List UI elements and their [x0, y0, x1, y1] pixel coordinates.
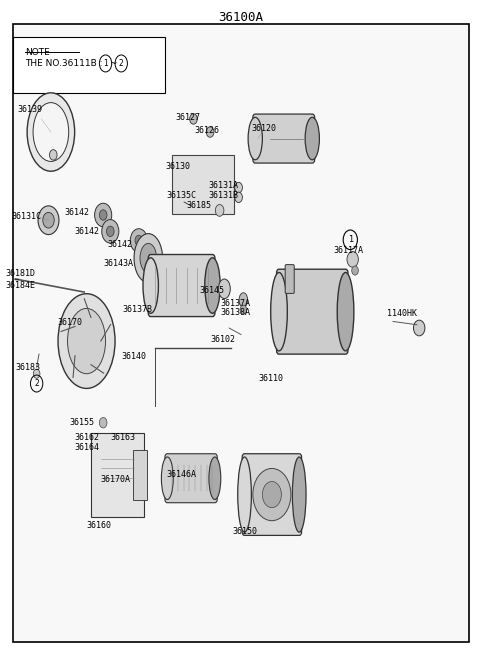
Circle shape	[235, 182, 242, 193]
Text: 36181D: 36181D	[5, 269, 35, 278]
Text: 36170A: 36170A	[100, 475, 130, 484]
Ellipse shape	[33, 102, 69, 161]
Ellipse shape	[58, 294, 115, 388]
Circle shape	[235, 192, 242, 203]
Text: 36163: 36163	[110, 432, 136, 441]
Circle shape	[99, 417, 107, 428]
FancyBboxPatch shape	[165, 454, 217, 502]
Ellipse shape	[337, 272, 354, 351]
Circle shape	[38, 206, 59, 235]
Text: 1: 1	[348, 236, 353, 244]
Text: 36139: 36139	[17, 105, 42, 113]
Ellipse shape	[161, 457, 173, 499]
Text: 36170: 36170	[58, 318, 83, 327]
Circle shape	[102, 220, 119, 243]
Text: 36135C: 36135C	[167, 191, 197, 200]
Text: 36131C: 36131C	[11, 213, 41, 222]
Text: 1: 1	[103, 59, 108, 68]
Circle shape	[240, 305, 247, 314]
Text: 36183: 36183	[15, 363, 41, 372]
Text: 36160: 36160	[86, 521, 111, 530]
Ellipse shape	[218, 279, 230, 298]
Ellipse shape	[140, 243, 156, 273]
FancyBboxPatch shape	[132, 450, 147, 500]
Text: 36127: 36127	[175, 113, 200, 122]
Circle shape	[95, 203, 112, 227]
Text: 36142: 36142	[74, 228, 99, 236]
Text: 36162: 36162	[74, 432, 99, 441]
Text: 36142: 36142	[108, 240, 132, 249]
Ellipse shape	[68, 308, 106, 374]
Text: 2: 2	[34, 379, 39, 388]
Circle shape	[413, 320, 425, 336]
Ellipse shape	[238, 457, 252, 532]
FancyBboxPatch shape	[13, 24, 469, 642]
Circle shape	[33, 369, 40, 379]
Text: NOTE: NOTE	[25, 48, 49, 57]
Text: 36110: 36110	[258, 375, 283, 384]
Circle shape	[190, 113, 197, 124]
Text: 36145: 36145	[199, 285, 224, 295]
Text: 36185: 36185	[187, 201, 212, 210]
Ellipse shape	[292, 457, 306, 532]
FancyBboxPatch shape	[285, 264, 294, 293]
Text: 36137B: 36137B	[122, 305, 152, 314]
Circle shape	[352, 266, 359, 275]
Ellipse shape	[263, 482, 281, 508]
Text: 36126: 36126	[194, 126, 219, 135]
Ellipse shape	[253, 468, 291, 521]
FancyBboxPatch shape	[172, 155, 234, 214]
Text: 36146A: 36146A	[167, 470, 197, 480]
Text: 2: 2	[119, 59, 124, 68]
Text: 36131B: 36131B	[208, 191, 238, 200]
Text: 36140: 36140	[121, 352, 146, 361]
Circle shape	[43, 213, 54, 228]
Circle shape	[216, 205, 224, 216]
FancyBboxPatch shape	[242, 454, 301, 535]
Ellipse shape	[248, 117, 263, 160]
Text: 36155: 36155	[69, 419, 94, 427]
Text: 36138A: 36138A	[220, 308, 250, 318]
Ellipse shape	[205, 258, 220, 314]
Text: 36143A: 36143A	[104, 260, 134, 268]
FancyBboxPatch shape	[148, 255, 215, 317]
FancyBboxPatch shape	[13, 37, 165, 93]
Circle shape	[49, 150, 57, 160]
Ellipse shape	[134, 234, 163, 283]
Ellipse shape	[143, 258, 158, 314]
Text: 36142: 36142	[64, 208, 90, 217]
Text: ~: ~	[109, 59, 117, 68]
Text: 36150: 36150	[232, 527, 257, 537]
Ellipse shape	[209, 457, 221, 499]
Text: 36131A: 36131A	[208, 181, 238, 190]
Ellipse shape	[305, 117, 319, 160]
Circle shape	[107, 226, 114, 237]
FancyBboxPatch shape	[253, 114, 315, 163]
Text: 36102: 36102	[210, 335, 235, 344]
Text: 36164: 36164	[74, 443, 99, 452]
Ellipse shape	[239, 293, 248, 307]
Text: 36120: 36120	[252, 124, 276, 133]
Text: 36100A: 36100A	[218, 11, 264, 24]
Circle shape	[206, 127, 214, 137]
Circle shape	[347, 251, 359, 267]
FancyBboxPatch shape	[276, 269, 348, 354]
FancyBboxPatch shape	[91, 432, 144, 518]
Text: 36137A: 36137A	[220, 298, 250, 308]
Ellipse shape	[27, 93, 75, 171]
Circle shape	[135, 236, 143, 246]
Text: 36117A: 36117A	[333, 247, 363, 255]
Ellipse shape	[271, 272, 288, 351]
Circle shape	[130, 229, 147, 252]
Text: THE NO.36111B :: THE NO.36111B :	[25, 59, 105, 68]
Text: 36130: 36130	[166, 161, 191, 171]
Text: 36184E: 36184E	[5, 281, 35, 290]
Circle shape	[99, 210, 107, 220]
Text: 1140HK: 1140HK	[386, 309, 417, 318]
